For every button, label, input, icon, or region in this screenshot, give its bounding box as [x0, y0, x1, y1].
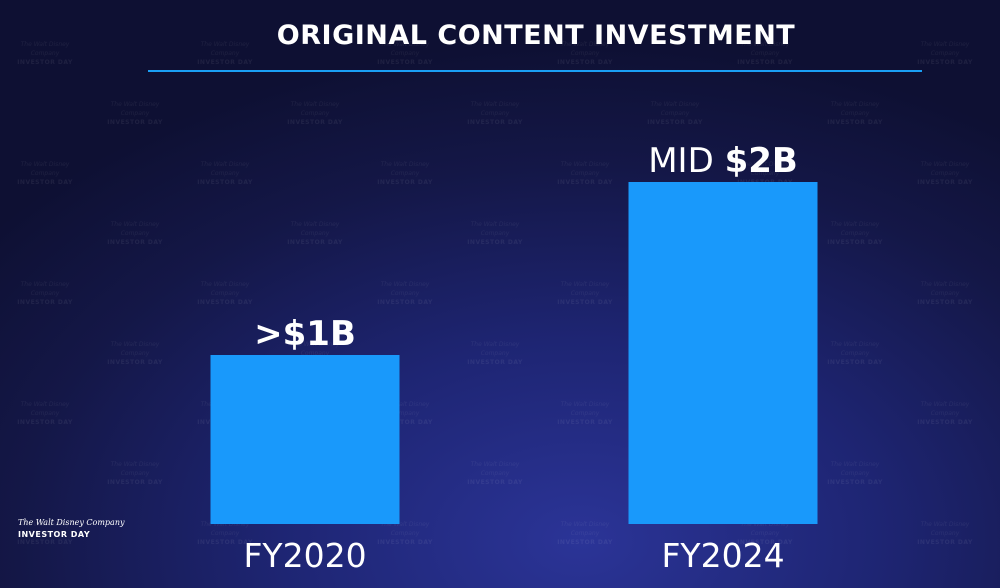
title-underline: [148, 70, 922, 72]
chart-title: ORIGINAL CONTENT INVESTMENT: [276, 20, 796, 51]
logo-company-name: The Walt Disney Company: [18, 518, 125, 527]
data-label-value: >$1B: [254, 314, 356, 354]
bar-fy2024: [628, 182, 818, 524]
disney-investor-day-logo: The Walt Disney Company INVESTOR DAY: [18, 517, 125, 540]
data-label-value: $2B: [725, 141, 798, 181]
category-label-fy2020: FY2020: [243, 536, 366, 575]
data-label-fy2020: >$1B: [254, 314, 356, 354]
bar-fy2020: [210, 355, 400, 524]
category-label-fy2024: FY2024: [661, 536, 784, 575]
data-label-prefix: MID: [648, 141, 724, 181]
data-label-fy2024: MID $2B: [648, 141, 798, 181]
logo-event-name: INVESTOR DAY: [18, 530, 91, 539]
